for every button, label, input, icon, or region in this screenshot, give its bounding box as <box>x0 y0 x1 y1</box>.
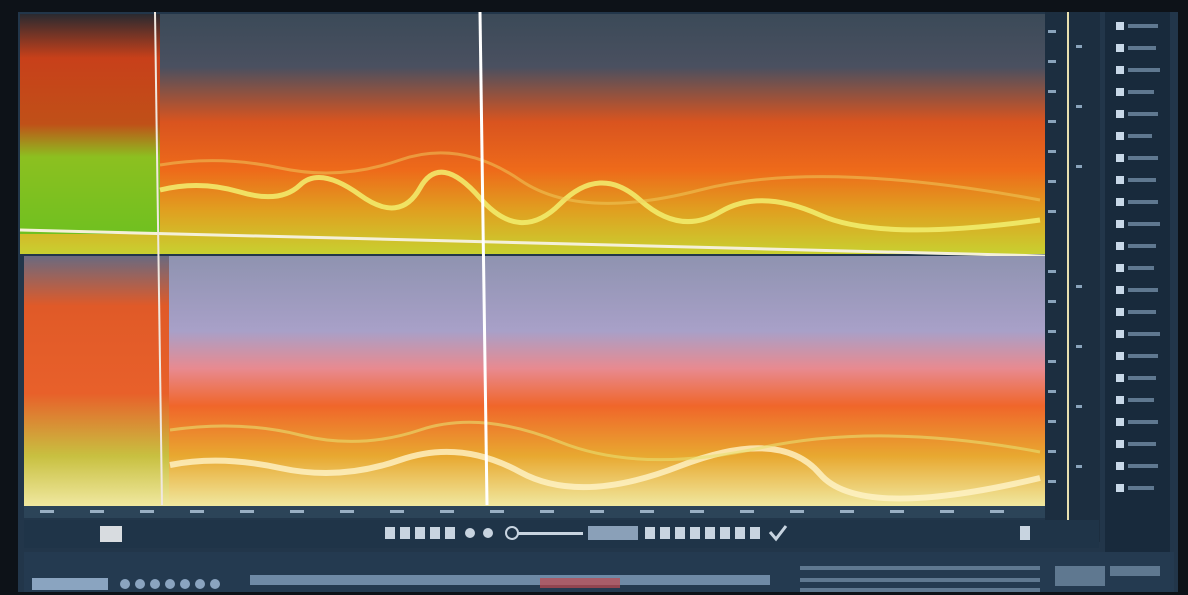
tool-icon[interactable] <box>1116 22 1124 30</box>
tool-icon[interactable] <box>1116 176 1124 184</box>
tool-icon[interactable] <box>1116 418 1124 426</box>
tool-icon[interactable] <box>1116 198 1124 206</box>
meter-glare <box>540 578 620 588</box>
tool-icon[interactable] <box>1116 110 1124 118</box>
level-meter <box>250 575 770 585</box>
tool-icon[interactable] <box>1116 66 1124 74</box>
playhead[interactable] <box>478 11 489 506</box>
spectrogram-onset <box>24 256 169 506</box>
tool-icon[interactable] <box>1116 242 1124 250</box>
tool-icon[interactable] <box>1116 374 1124 382</box>
time-ruler <box>24 506 1045 518</box>
tool-icon[interactable] <box>1116 286 1124 294</box>
spectrogram-onset <box>20 14 160 234</box>
harmonic-streak <box>169 420 1041 462</box>
properties-table <box>800 566 1160 592</box>
tool-list <box>1116 22 1160 492</box>
frequency-scale <box>1045 12 1100 542</box>
toolbar-button[interactable] <box>100 526 122 542</box>
tool-icon[interactable] <box>1116 308 1124 316</box>
tool-icon[interactable] <box>1116 220 1124 228</box>
tool-icon[interactable] <box>1116 462 1124 470</box>
tool-icon[interactable] <box>1116 396 1124 404</box>
harmonic-streak <box>159 151 1041 205</box>
tool-icon[interactable] <box>1116 484 1124 492</box>
time-display <box>32 578 108 590</box>
channel-divider <box>19 228 1046 258</box>
tool-icon[interactable] <box>1116 88 1124 96</box>
tool-icon[interactable] <box>1116 330 1124 338</box>
tool-icon[interactable] <box>1116 44 1124 52</box>
selection-marker[interactable] <box>154 11 163 506</box>
tool-icon[interactable] <box>1116 352 1124 360</box>
ruler-ticks <box>40 510 1004 513</box>
spectrogram-channel-1 <box>20 14 1045 254</box>
scale-ticks <box>1048 30 1082 483</box>
tool-icon[interactable] <box>1116 264 1124 272</box>
harmonic-streak <box>159 169 1041 233</box>
transport-buttons <box>120 579 220 589</box>
toolbar-icons <box>385 525 1030 542</box>
spectrogram-channel-2 <box>24 256 1045 506</box>
tool-icon[interactable] <box>1116 154 1124 162</box>
tool-icon[interactable] <box>1116 440 1124 448</box>
harmonic-streak <box>169 445 1041 502</box>
tool-icon[interactable] <box>1116 132 1124 140</box>
